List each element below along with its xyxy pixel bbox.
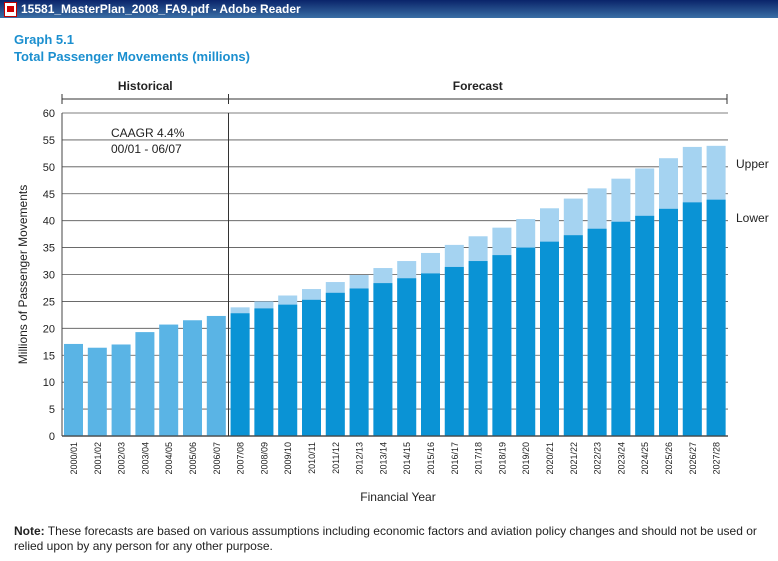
x-tick-label: 2018/19 [497,442,507,475]
bar-lower-2008/09 [254,308,274,436]
bar-lower-2025/26 [659,208,678,436]
x-tick-label: 2012/13 [355,442,365,475]
y-tick-label: 60 [43,108,55,120]
disclaimer-note: Note: These forecasts are based on vario… [14,524,769,553]
bar-historical-2004/05 [159,324,179,436]
y-tick-label: 15 [43,350,55,362]
window-title: 15581_MasterPlan_2008_FA9.pdf - Adobe Re… [21,2,301,16]
y-tick-label: 45 [43,189,55,201]
bar-lower-2026/27 [682,202,702,436]
bar-historical-2006/07 [206,315,226,436]
x-tick-label: 2005/06 [188,442,198,475]
x-tick-label: 2016/17 [450,442,460,475]
x-tick-label: 2017/18 [474,442,484,475]
note-text: These forecasts are based on various ass… [14,524,757,553]
y-tick-label: 20 [43,323,55,335]
bar-lower-2012/13 [349,288,369,436]
x-tick-label: 2023/24 [616,442,626,475]
x-tick-label: 2007/08 [236,442,246,475]
section-label-historical: Historical [118,79,173,93]
bar-historical-2003/04 [135,332,155,436]
x-tick-label: 2020/21 [545,442,555,475]
bar-historical-2000/01 [64,343,83,436]
bar-lower-2023/24 [611,221,631,436]
caagr-annotation: 00/01 - 06/07 [111,142,182,156]
x-tick-label: 2013/14 [378,442,388,475]
y-tick-label: 30 [43,270,55,282]
x-tick-label: 2027/28 [712,442,722,475]
bar-lower-2021/22 [563,235,583,436]
caagr-annotation: CAAGR 4.4% [111,126,185,140]
pdf-document-icon [4,1,17,17]
section-label-forecast: Forecast [453,79,503,93]
x-tick-label: 2009/10 [283,442,293,475]
x-tick-label: 2003/04 [140,442,150,475]
x-tick-label: 2022/23 [593,442,603,475]
bar-lower-2009/10 [278,304,298,436]
graph-title: Total Passenger Movements (millions) [14,49,250,64]
y-tick-label: 10 [43,377,55,389]
x-tick-label: 2021/22 [569,442,579,475]
graph-label: Graph 5.1 [14,32,74,47]
bar-lower-2022/23 [587,228,607,436]
bar-historical-2001/02 [87,347,107,436]
window-titlebar: 15581_MasterPlan_2008_FA9.pdf - Adobe Re… [0,0,778,18]
bar-lower-2014/15 [397,278,417,436]
bar-lower-2007/08 [230,313,250,436]
x-tick-label: 2010/11 [307,442,317,474]
bar-lower-2018/19 [492,255,512,436]
x-tick-label: 2006/07 [212,442,222,475]
bar-lower-2019/20 [516,247,536,436]
x-tick-label: 2000/01 [69,442,79,475]
series-label-upper: Upper [736,157,769,171]
bar-lower-2010/11 [302,299,321,436]
x-tick-label: 2025/26 [664,442,674,475]
x-tick-label: 2002/03 [117,442,127,475]
bar-lower-2017/18 [468,261,488,436]
bar-historical-2002/03 [111,344,131,436]
x-axis-title: Financial Year [360,490,435,504]
x-tick-label: 2014/15 [402,442,412,475]
y-tick-label: 55 [43,135,55,147]
bar-lower-2016/17 [444,266,464,436]
y-tick-label: 50 [43,162,55,174]
y-tick-label: 35 [43,243,55,255]
passenger-chart: 0 5 10 15 20 25 30 35 40 45 50 55 60 2000/01 2001/02 20… [16,79,769,504]
x-tick-label: 2024/25 [640,442,650,475]
y-tick-label: 25 [43,296,55,308]
bar-lower-2011/12 [325,292,345,436]
series-label-lower: Lower [736,211,769,225]
x-tick-label: 2001/02 [93,442,103,475]
bar-lower-2020/21 [540,241,559,436]
bar-historical-2005/06 [183,320,202,436]
x-tick-label: 2019/20 [521,442,531,475]
y-tick-label: 0 [49,431,55,443]
x-tick-label: 2015/16 [426,442,436,475]
x-tick-label: 2026/27 [688,442,698,475]
x-tick-label: 2011/12 [331,442,341,474]
bar-lower-2024/25 [635,215,655,436]
bar-lower-2015/16 [421,273,440,436]
bar-lower-2027/28 [706,199,726,436]
y-axis-title: Millions of Passenger Movements [16,185,30,364]
y-tick-label: 40 [43,216,55,228]
x-tick-label: 2008/09 [259,442,269,475]
note-label: Note: [14,524,45,538]
bar-lower-2013/14 [373,283,393,436]
y-tick-label: 5 [49,404,55,416]
x-tick-label: 2004/05 [164,442,174,475]
